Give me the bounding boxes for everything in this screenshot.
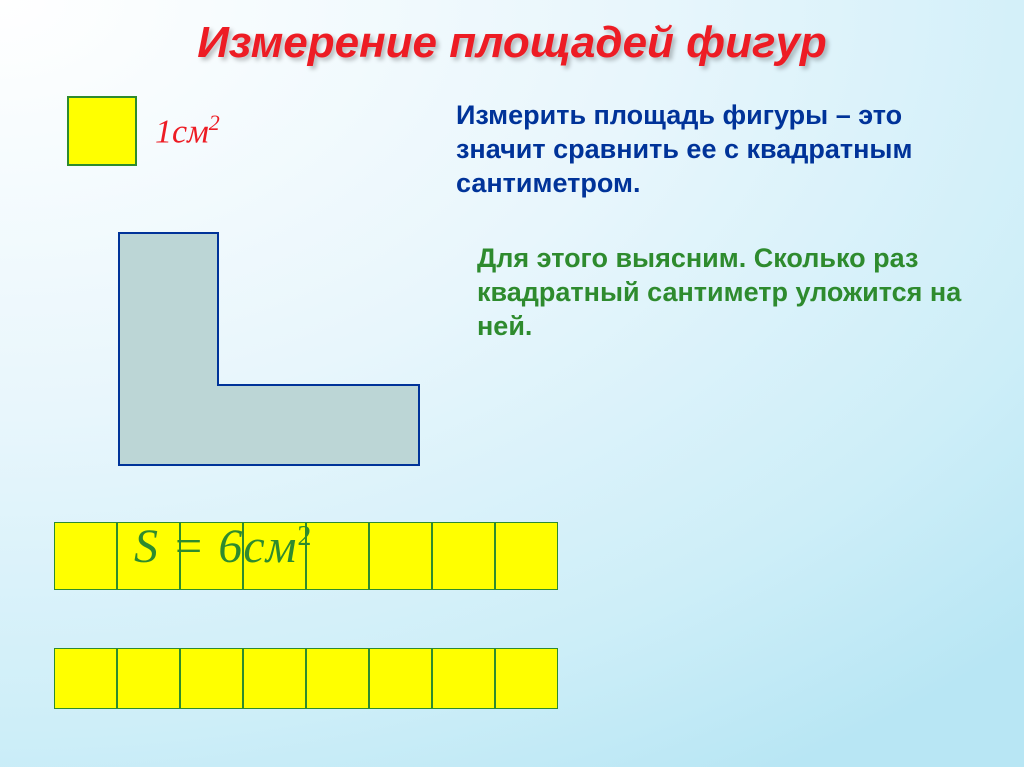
- page-title: Измерение площадей фигур: [0, 18, 1024, 68]
- grid-cell: [117, 522, 180, 590]
- square-row-1: [54, 522, 558, 590]
- grid-cell: [495, 522, 558, 590]
- grid-cell: [180, 522, 243, 590]
- grid-cell: [306, 522, 369, 590]
- l-shape: [117, 231, 421, 467]
- grid-cell: [117, 648, 180, 709]
- l-shape-polygon: [119, 233, 419, 465]
- unit-unit: см: [172, 114, 209, 151]
- square-row-2: [54, 648, 558, 709]
- grid-cell: [54, 522, 117, 590]
- grid-cell: [369, 648, 432, 709]
- grid-cell: [369, 522, 432, 590]
- grid-cell: [243, 648, 306, 709]
- grid-cell: [243, 522, 306, 590]
- grid-cell: [432, 522, 495, 590]
- paragraph-method: Для этого выясним. Сколько раз квадратны…: [477, 242, 977, 343]
- grid-cell: [180, 648, 243, 709]
- grid-cell: [54, 648, 117, 709]
- unit-exp: 2: [209, 110, 220, 135]
- paragraph-definition: Измерить площадь фигуры – это значит сра…: [456, 99, 976, 200]
- grid-cell: [306, 648, 369, 709]
- grid-cell: [495, 648, 558, 709]
- grid-cell: [432, 648, 495, 709]
- unit-square: [67, 96, 137, 166]
- unit-square-label: 1см2: [155, 110, 220, 151]
- unit-base: 1: [155, 114, 172, 151]
- unit-square-group: 1см2: [67, 96, 220, 166]
